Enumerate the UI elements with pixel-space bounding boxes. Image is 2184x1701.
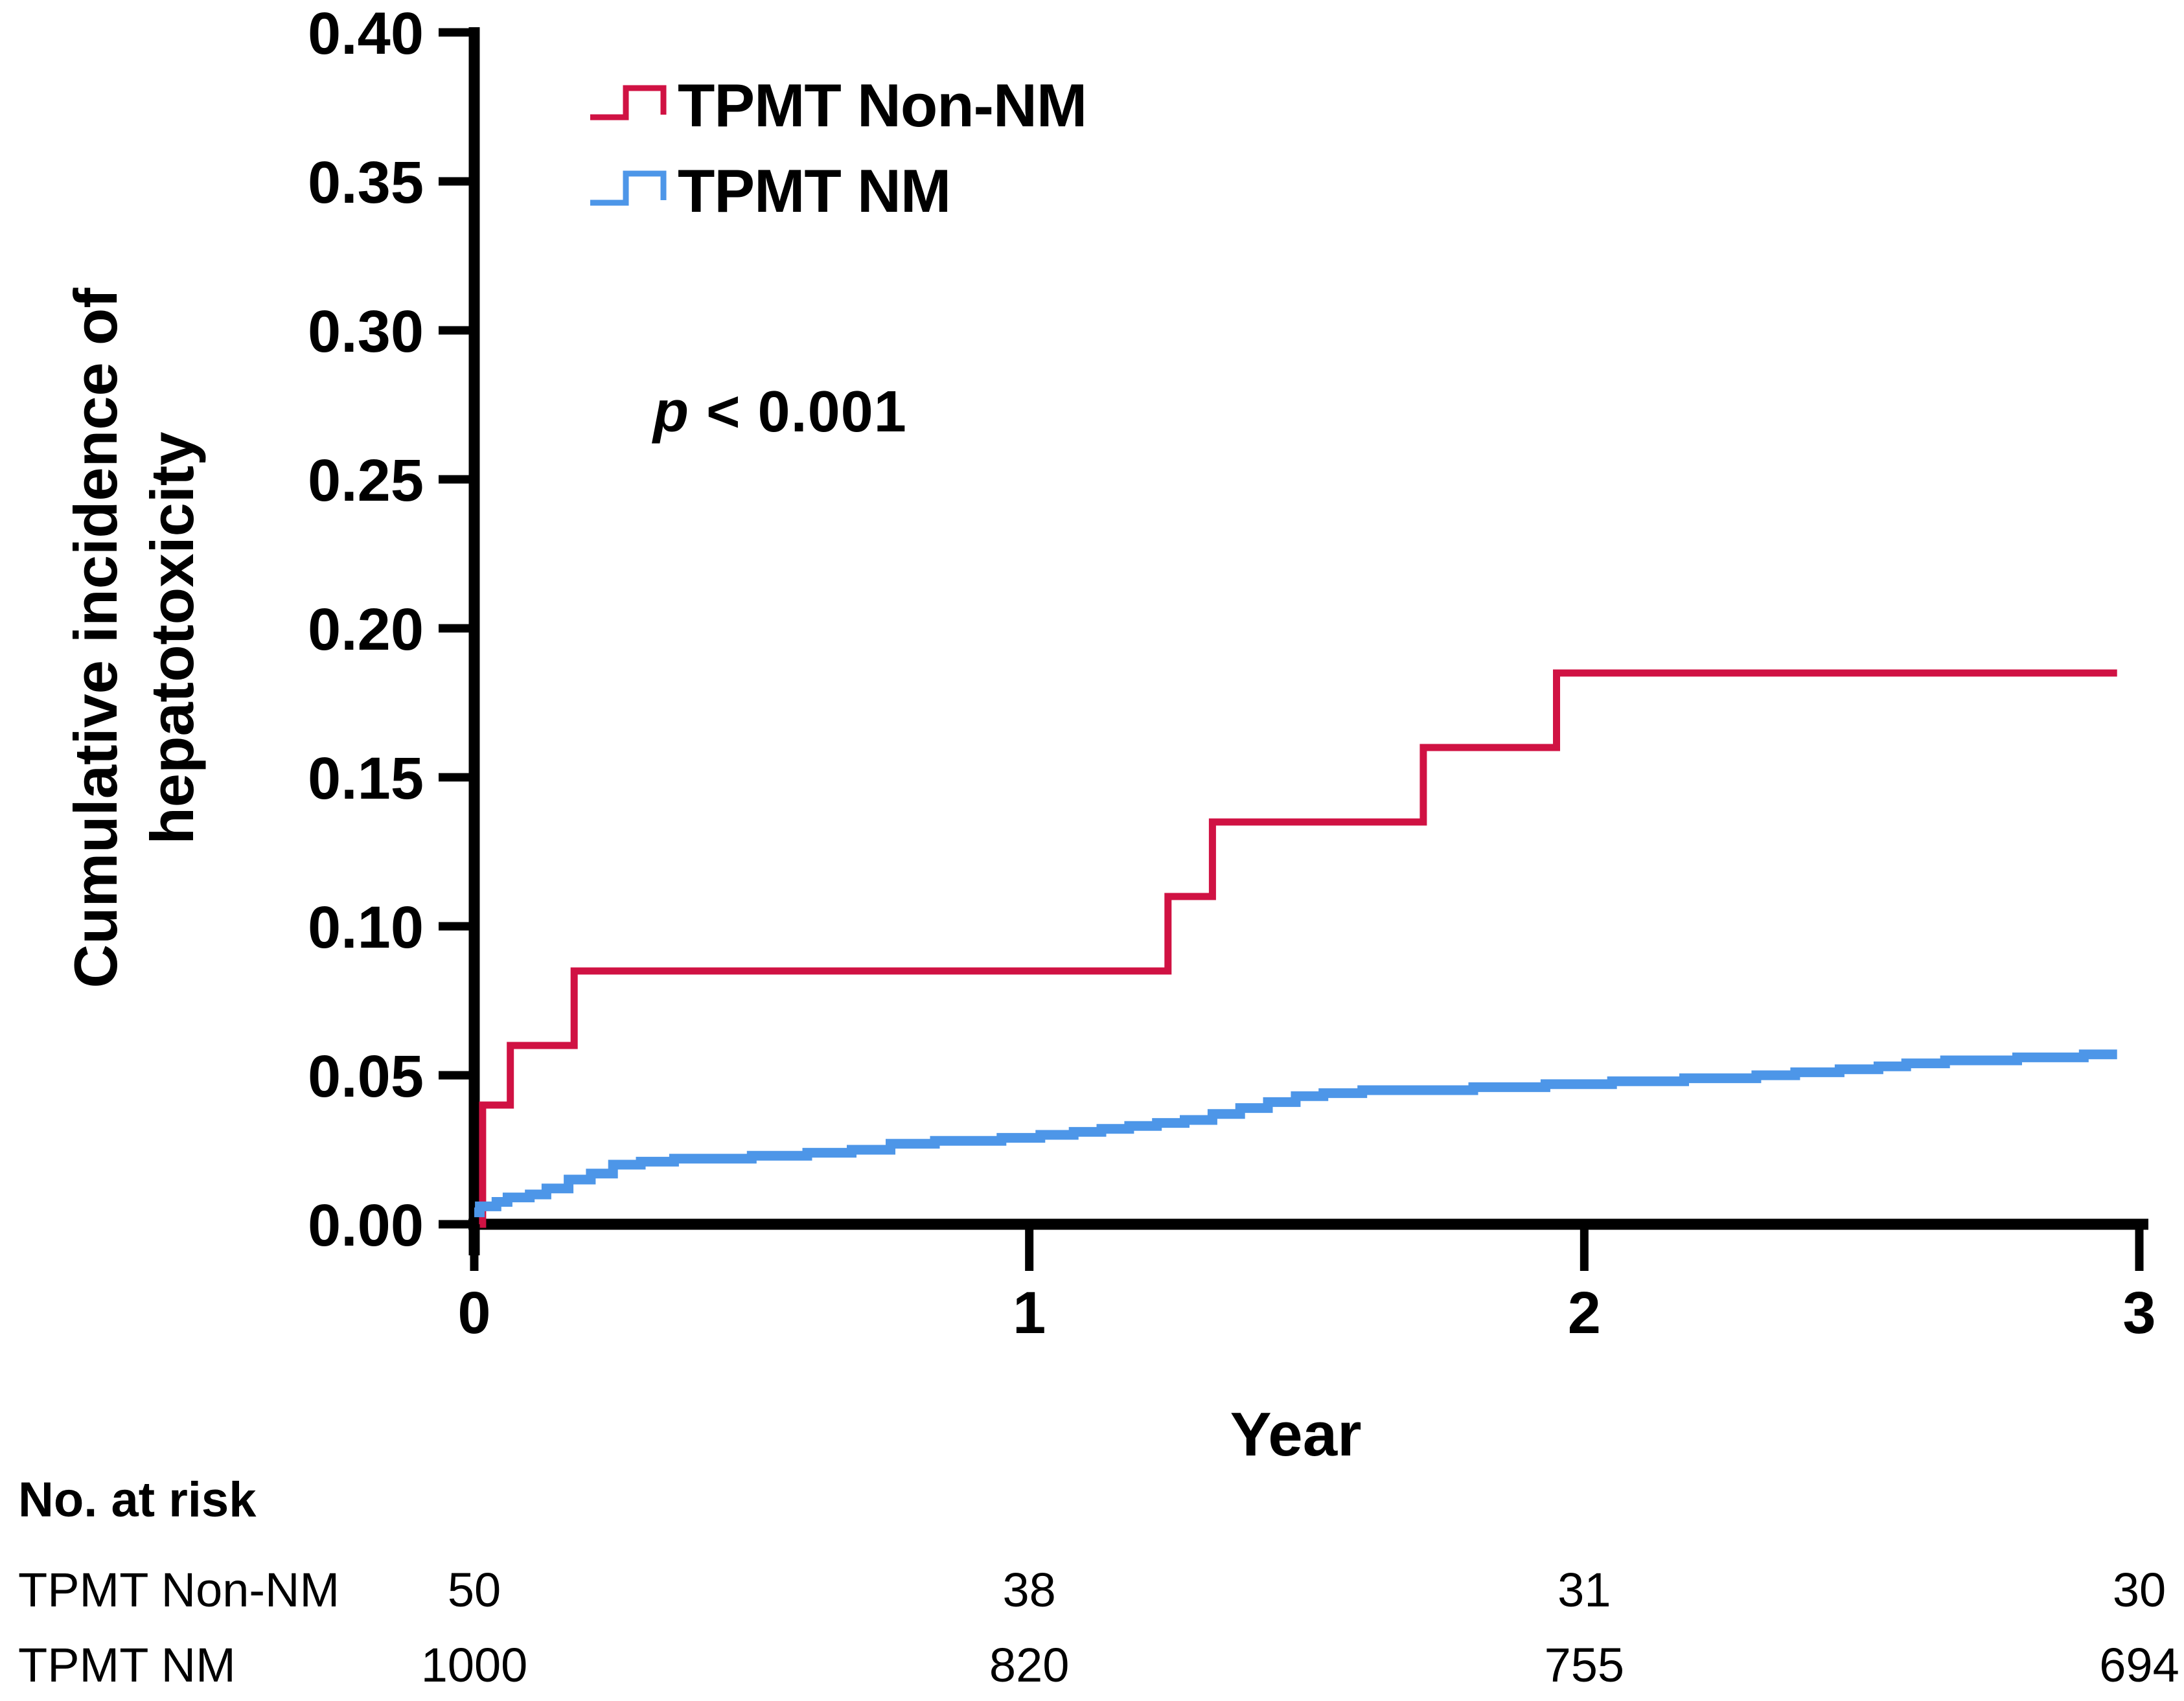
risk-count: 755 — [1544, 1638, 1625, 1692]
x-tick-label: 2 — [1568, 1280, 1601, 1346]
risk-count: 30 — [2112, 1563, 2167, 1617]
x-axis-title: Year — [1230, 1400, 1362, 1469]
x-tick-label: 0 — [457, 1280, 490, 1346]
risk-count: 31 — [1558, 1563, 1611, 1617]
y-tick-label: 0.40 — [308, 1, 424, 67]
y-axis-title: Cumulative incidence of hepatotoxicity — [58, 288, 211, 988]
y-axis-title-line2: hepatotoxicity — [138, 431, 206, 845]
legend-entry-nm: TPMT NM — [588, 153, 1086, 229]
step-line-icon — [590, 85, 667, 120]
p-value-text: < 0.001 — [689, 380, 907, 444]
y-tick-label: 0.25 — [308, 448, 424, 514]
p-value-annotation: p < 0.001 — [653, 379, 907, 446]
legend: TPMT Non-NM TPMT NM — [588, 67, 1087, 229]
y-tick-label: 0.05 — [308, 1044, 424, 1110]
legend-label-non-nm: TPMT Non-NM — [678, 71, 1087, 139]
x-tick-label: 3 — [2122, 1280, 2155, 1346]
risk-row-label-non-nm: TPMT Non-NM — [18, 1563, 340, 1617]
step-line-icon — [590, 170, 667, 206]
risk-row-label-nm: TPMT NM — [18, 1638, 236, 1692]
y-tick-label: 0.30 — [308, 299, 424, 365]
legend-label-nm: TPMT NM — [678, 157, 951, 225]
risk-count: 38 — [1002, 1563, 1056, 1617]
p-value-symbol: p — [653, 380, 689, 444]
y-tick-label: 0.20 — [308, 597, 424, 663]
y-tick-label: 0.00 — [308, 1193, 424, 1259]
risk-table-title: No. at risk — [18, 1472, 257, 1527]
y-tick-label: 0.15 — [308, 746, 424, 812]
risk-count: 1000 — [420, 1638, 528, 1692]
risk-count: 694 — [2099, 1638, 2179, 1692]
risk-count: 50 — [447, 1563, 501, 1617]
y-tick-label: 0.35 — [308, 150, 424, 216]
y-tick-label: 0.10 — [308, 895, 424, 961]
risk-count: 820 — [989, 1638, 1070, 1692]
y-axis-title-line1: Cumulative incidence of — [62, 288, 130, 988]
series-curve-tpmt-non-nm — [479, 669, 2117, 1228]
legend-entry-non-nm: TPMT Non-NM — [588, 67, 1087, 144]
x-tick-label: 1 — [1013, 1280, 1046, 1346]
series-curve-tpmt-nm — [474, 1049, 2117, 1218]
